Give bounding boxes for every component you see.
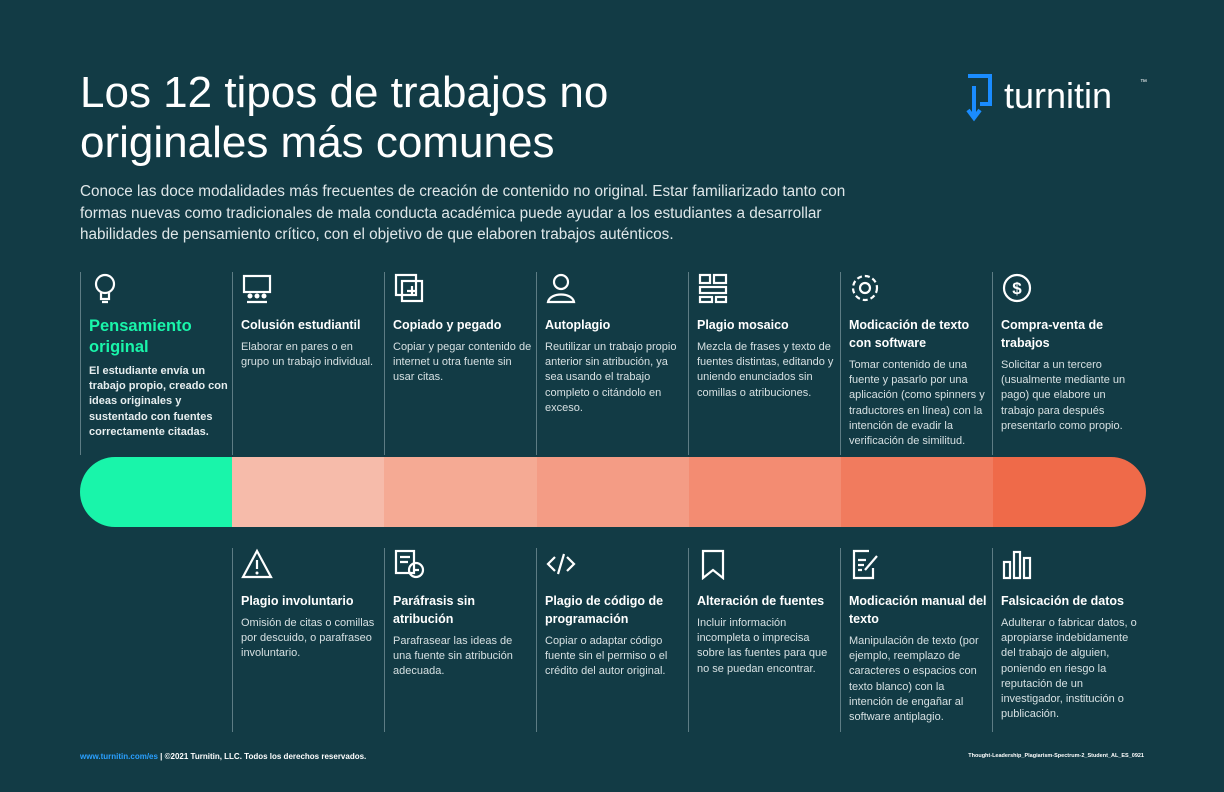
logo-icon bbox=[966, 74, 992, 122]
item-title: Pensamiento original bbox=[89, 317, 192, 356]
item-body: El estudiante envía un trabajo propio, c… bbox=[89, 365, 228, 438]
item-body: Copiar o adaptar código fuente sin el pe… bbox=[545, 635, 668, 678]
item: Modicación de texto con software Tomar co… bbox=[840, 272, 989, 455]
intro: Conoce las doce modalidades más frecuent… bbox=[80, 183, 846, 243]
item-icon bbox=[394, 273, 424, 303]
item-body: Elaborar en pares o en grupo un trabajo … bbox=[241, 341, 374, 369]
item-title: Plagio involuntario bbox=[241, 594, 354, 608]
item: Pensamiento original El estudiante envía … bbox=[80, 272, 229, 455]
item-body: Copiar y pegar contenido de internet u o… bbox=[393, 341, 532, 384]
item: $ Compra-venta de trabajos Solicitar a un … bbox=[992, 272, 1141, 455]
item-icon bbox=[242, 274, 272, 304]
item-icon bbox=[94, 273, 116, 304]
item-title: Compra-venta de trabajos bbox=[1001, 318, 1104, 350]
bar-segment bbox=[80, 457, 232, 527]
title-line: Los 12 tipos de trabajos no bbox=[80, 68, 609, 117]
title-line: originales más comunes bbox=[80, 118, 555, 167]
item-icon bbox=[394, 549, 425, 579]
bar-segment bbox=[232, 457, 384, 527]
item-icon bbox=[1002, 550, 1032, 580]
item-icon bbox=[546, 553, 576, 575]
item-title: Modicación de texto con software bbox=[849, 318, 970, 350]
svg-text:$: $ bbox=[1012, 279, 1022, 298]
footer-copyright: | ©2021 Turnitin, LLC. Todos los derecho… bbox=[157, 752, 367, 761]
item: Plagio involuntario Omisión de citas o co… bbox=[232, 548, 381, 732]
item-body: Omisión de citas o comillas por descuido… bbox=[241, 617, 375, 660]
bar-segment bbox=[537, 457, 689, 527]
item-icon bbox=[698, 273, 728, 304]
item-body: Adulterar o fabricar datos, o apropiarse… bbox=[1001, 617, 1137, 721]
item-icon bbox=[241, 548, 273, 579]
title: Los 12 tipos de trabajos no originales má… bbox=[80, 68, 608, 168]
item: Plagio mosaico Mezcla de frases y texto d… bbox=[688, 272, 837, 455]
item-icon bbox=[546, 273, 576, 304]
item: Copiado y pegado Copiar y pegar contenido… bbox=[384, 272, 533, 455]
item-body: Mezcla de frases y texto de fuentes dist… bbox=[697, 341, 834, 399]
item-title: Plagio mosaico bbox=[697, 318, 789, 332]
bar-segment bbox=[841, 457, 993, 527]
item-body: Tomar contenido de una fuente y pasarlo … bbox=[849, 359, 985, 448]
item: Plagio de código de programación Copiar o… bbox=[536, 548, 685, 732]
item: Autoplagio Reutilizar un trabajo propio a… bbox=[536, 272, 685, 455]
item-body: Incluir información incompleta o impreci… bbox=[697, 617, 828, 675]
item-title: Copiado y pegado bbox=[393, 318, 502, 332]
bar-segment bbox=[384, 457, 537, 527]
item-icon: $ bbox=[1002, 273, 1032, 303]
item-icon bbox=[852, 549, 878, 580]
item-title: Falsicación de datos bbox=[1001, 594, 1124, 608]
footer-url[interactable]: www.turnitin.com/es bbox=[80, 752, 158, 761]
item-body: Parafrasear las ideas de una fuente sin … bbox=[393, 635, 513, 678]
footer-code: Thought-Leadership_Plagiarism-Spectrum-2… bbox=[968, 753, 1144, 759]
item: Alteración de fuentes Incluir información… bbox=[688, 548, 837, 732]
item-icon bbox=[851, 274, 879, 302]
item-body: Manipulación de texto (por ejemplo, reem… bbox=[849, 635, 979, 724]
item-title: Alteración de fuentes bbox=[697, 594, 825, 608]
item: Paráfrasis sin atribución Parafrasear las… bbox=[384, 548, 533, 732]
item-body: Solicitar a un tercero (usualmente media… bbox=[1001, 359, 1126, 432]
item-title: Colusión estudiantil bbox=[241, 318, 361, 332]
item: Colusión estudiantil Elaborar en pares o … bbox=[232, 272, 381, 455]
item-title: Paráfrasis sin atribución bbox=[393, 594, 475, 626]
item-title: Autoplagio bbox=[545, 318, 611, 332]
item-title: Modicación manual del texto bbox=[849, 594, 987, 626]
item-title: Plagio de código de programación bbox=[545, 594, 664, 626]
bar-segment bbox=[993, 457, 1146, 527]
item-icon bbox=[701, 549, 725, 580]
spectrum-bar bbox=[80, 457, 1146, 527]
item: Falsicación de datos Adulterar o fabricar… bbox=[992, 548, 1141, 732]
logo-tm: ™ bbox=[1140, 79, 1147, 86]
item-body: Reutilizar un trabajo propio anterior si… bbox=[545, 341, 677, 414]
logo: turnitin ™ bbox=[966, 74, 1147, 122]
bar-segment bbox=[689, 457, 841, 527]
logo-text: turnitin bbox=[1004, 75, 1112, 116]
footer: www.turnitin.com/es | ©2021 Turnitin, LL… bbox=[80, 752, 366, 761]
item: Modicación manual del texto Manipulación … bbox=[840, 548, 989, 732]
